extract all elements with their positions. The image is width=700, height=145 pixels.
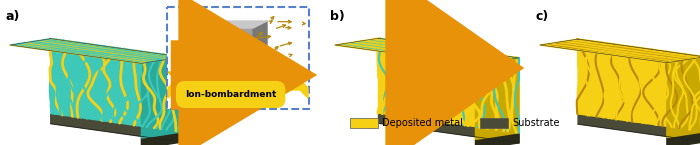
Polygon shape — [51, 113, 182, 142]
Polygon shape — [168, 80, 308, 98]
Text: Ion-bombardment: Ion-bombardment — [185, 90, 276, 99]
Bar — [350, 118, 378, 128]
Polygon shape — [667, 132, 700, 145]
Polygon shape — [208, 28, 253, 76]
Polygon shape — [51, 39, 182, 132]
Text: b): b) — [330, 10, 344, 23]
Polygon shape — [475, 58, 519, 139]
Polygon shape — [578, 114, 700, 142]
Polygon shape — [578, 39, 700, 132]
Text: Substrate: Substrate — [512, 118, 559, 128]
Bar — [480, 118, 508, 128]
Polygon shape — [379, 38, 519, 133]
Text: Deposited metal: Deposited metal — [382, 118, 463, 128]
Text: c): c) — [535, 10, 548, 23]
Polygon shape — [540, 39, 700, 63]
Polygon shape — [168, 72, 308, 80]
Polygon shape — [208, 21, 267, 28]
Polygon shape — [379, 113, 519, 143]
Polygon shape — [253, 21, 267, 76]
Polygon shape — [141, 57, 182, 138]
FancyBboxPatch shape — [167, 7, 309, 109]
Polygon shape — [667, 57, 700, 138]
Polygon shape — [141, 132, 182, 145]
Text: a): a) — [5, 10, 20, 23]
Polygon shape — [335, 38, 519, 65]
Polygon shape — [475, 133, 519, 145]
Polygon shape — [10, 39, 182, 63]
